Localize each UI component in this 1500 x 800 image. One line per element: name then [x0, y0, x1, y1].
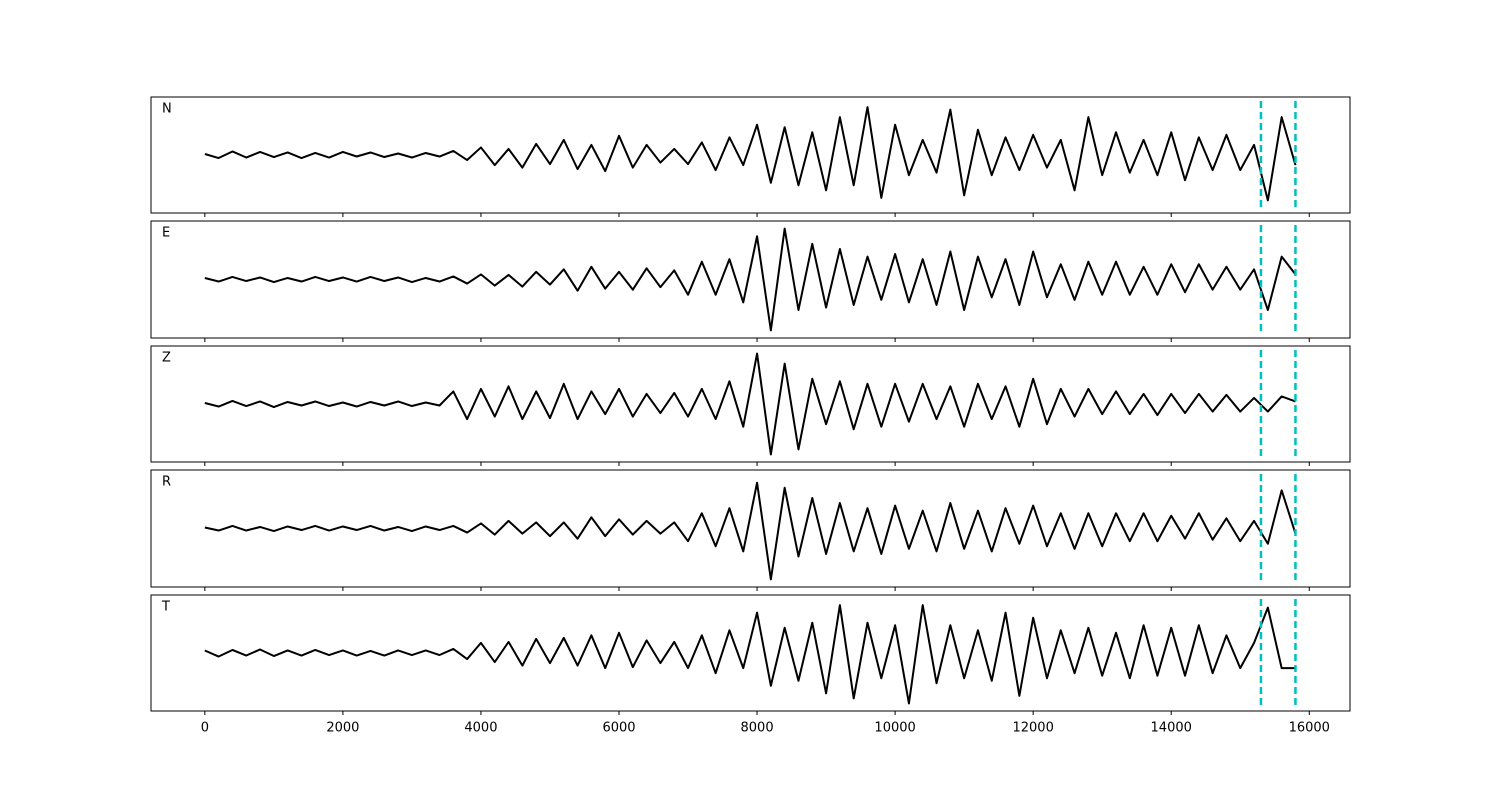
trace [204, 604, 1296, 705]
trace [204, 227, 1297, 332]
panel-frame [150, 594, 1351, 712]
panel-frame [150, 96, 1351, 214]
panel-label: Z [162, 351, 171, 366]
panel-frame [150, 345, 1351, 463]
x-tick-label: 16000 [1289, 721, 1330, 736]
x-tick-label: 14000 [1151, 721, 1192, 736]
panel-label: T [161, 600, 170, 615]
trace [204, 481, 1297, 581]
x-tick-label: 4000 [464, 721, 497, 736]
panel-label: N [162, 102, 172, 117]
x-tick-label: 0 [201, 721, 209, 736]
x-tick-label: 6000 [602, 721, 635, 736]
panel-label: E [162, 226, 170, 241]
panel-frame [150, 469, 1351, 588]
panel-frame [150, 220, 1351, 339]
x-tick-label: 2000 [326, 721, 359, 736]
panel-label: R [162, 475, 171, 490]
trace [204, 106, 1297, 202]
trace [204, 352, 1296, 456]
x-tick-label: 8000 [741, 721, 774, 736]
x-tick-label: 10000 [874, 721, 915, 736]
x-tick-label: 12000 [1012, 721, 1053, 736]
